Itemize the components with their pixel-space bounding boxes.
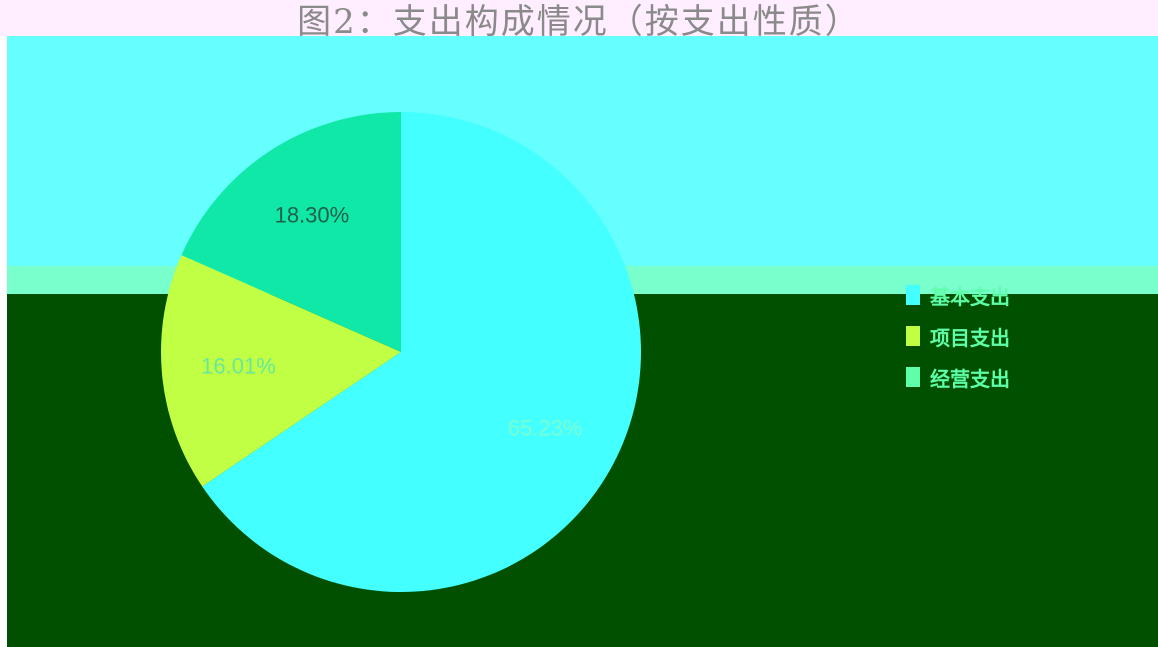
chart-title: 图2：支出构成情况（按支出性质） (297, 2, 861, 42)
legend-swatch-project (906, 326, 920, 346)
legend-label-basic: 基本支出 (930, 284, 1010, 309)
legend-item-basic: 基本支出 (906, 284, 1106, 309)
pie-slice-basic (202, 112, 641, 592)
pie-slice-project (160, 255, 401, 487)
legend: 基本支出 项目支出 经营支出 (906, 284, 1106, 407)
legend-label-project: 项目支出 (930, 325, 1010, 350)
pie-label-project: 16.01% (201, 354, 276, 379)
legend-swatch-operating (906, 367, 920, 387)
legend-item-operating: 经营支出 (906, 366, 1106, 391)
legend-swatch-basic (906, 285, 920, 305)
pie-label-basic: 65.23% (508, 416, 583, 441)
legend-label-operating: 经营支出 (930, 366, 1010, 391)
title-band (0, 0, 1158, 36)
pie-label-operating: 18.30% (275, 202, 350, 227)
legend-item-project: 项目支出 (906, 325, 1106, 350)
pie-slice-operating (181, 112, 401, 352)
